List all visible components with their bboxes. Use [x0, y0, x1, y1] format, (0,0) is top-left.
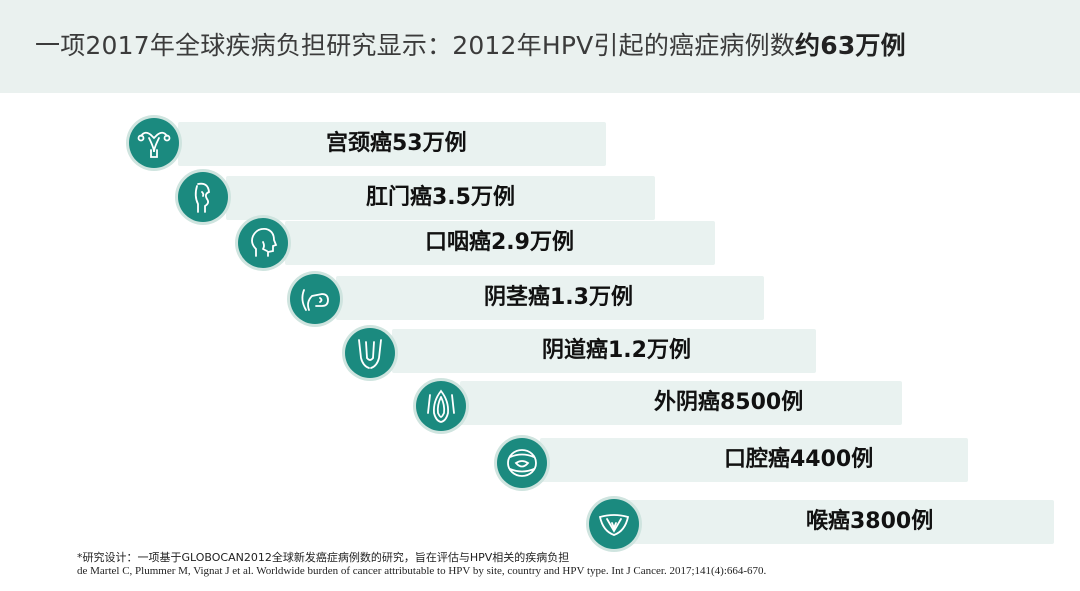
row-label: 肛门癌3.5万例	[366, 185, 515, 210]
cancer-row-anal: 肛门癌3.5万例	[226, 176, 655, 220]
cancer-row-cervical: 宫颈癌53万例	[178, 122, 606, 166]
cancer-row-vaginal: 阴道癌1.2万例	[392, 329, 816, 373]
anal-icon	[178, 172, 228, 222]
page-title: 一项2017年全球疾病负担研究显示：2012年HPV引起的癌症病例数约63万例	[35, 26, 906, 62]
row-label: 阴道癌1.2万例	[542, 338, 691, 363]
study-design-note: *研究设计：一项基于GLOBOCAN2012全球新发癌症病例数的研究，旨在评估与…	[77, 551, 570, 564]
cancer-row-oropharyngeal: 口咽癌2.9万例	[285, 221, 715, 265]
row-label: 外阴癌8500例	[654, 390, 804, 415]
vagina-icon	[345, 328, 395, 378]
cancer-row-oral: 口腔癌4400例	[540, 438, 968, 482]
head-icon	[238, 218, 288, 268]
cancer-row-vulvar: 外阴癌8500例	[460, 381, 902, 425]
cancer-row-penile: 阴茎癌1.3万例	[336, 276, 764, 320]
reference-citation: de Martel C, Plummer M, Vignat J et al. …	[77, 565, 767, 577]
title-prefix: 一项2017年全球疾病负担研究显示：2012年HPV引起的癌症病例数	[35, 31, 796, 60]
mouth-icon	[497, 438, 547, 488]
vulva-icon	[416, 381, 466, 431]
row-label: 口咽癌2.9万例	[425, 230, 574, 255]
row-label: 口腔癌4400例	[724, 447, 874, 472]
uterus-icon	[129, 118, 179, 168]
title-banner: 一项2017年全球疾病负担研究显示：2012年HPV引起的癌症病例数约63万例	[0, 0, 1080, 93]
row-label: 阴茎癌1.3万例	[484, 285, 633, 310]
penis-icon	[290, 274, 340, 324]
row-label: 喉癌3800例	[806, 509, 934, 534]
larynx-icon	[589, 499, 639, 549]
title-emphasis: 约63万例	[795, 31, 906, 60]
row-label: 宫颈癌53万例	[326, 131, 467, 156]
cancer-row-laryngeal: 喉癌3800例	[614, 500, 1054, 544]
